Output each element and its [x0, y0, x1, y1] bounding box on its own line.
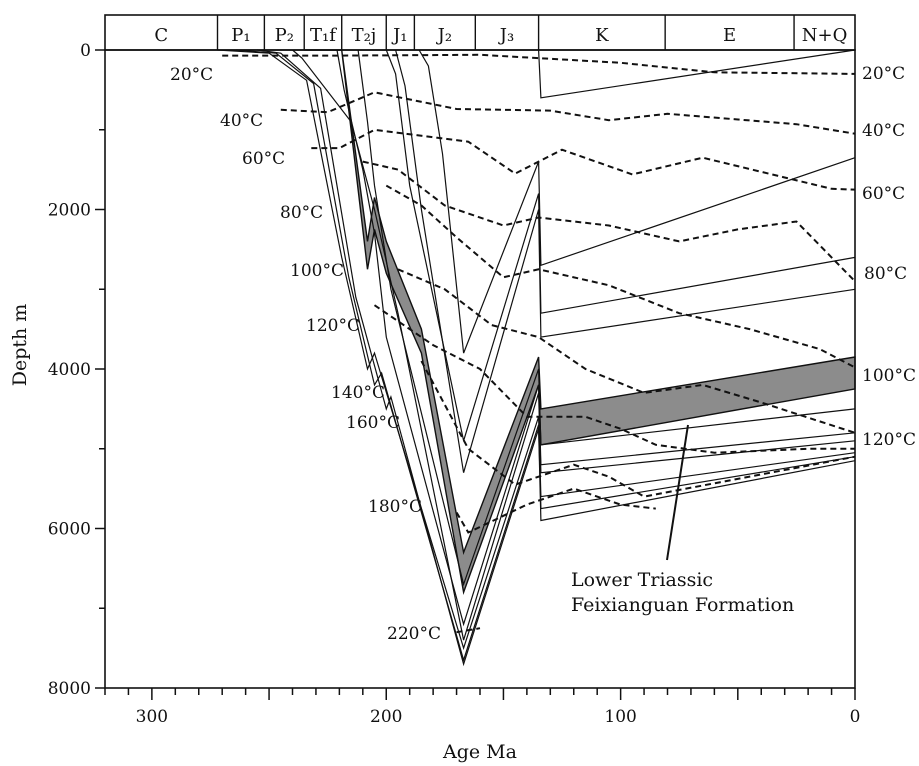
burial-curve — [217, 49, 856, 651]
isotherm-line — [373, 304, 855, 454]
isotherm-label: 180°C — [368, 497, 422, 517]
x-tick-label: 300 — [136, 707, 168, 727]
isotherm-label: 140°C — [331, 383, 385, 403]
isotherm-line — [311, 128, 856, 191]
period-label: T₂j — [352, 25, 377, 46]
period-label: C — [154, 25, 168, 46]
isotherm-line — [455, 487, 656, 534]
x-tick-label: 200 — [370, 707, 402, 727]
period-label: K — [595, 25, 609, 46]
x-tick-label: 0 — [850, 707, 861, 727]
stratigraphic-period-bar: C P₁ P₂ T₁f T₂j J₁ J₂ J₃ K E N+Q — [104, 14, 856, 51]
burial-curve — [538, 49, 856, 99]
isotherm-label: 120°C — [862, 430, 916, 450]
isotherm-label: 20°C — [170, 65, 213, 85]
annotation-text-line2: Feixianguan Formation — [571, 594, 794, 616]
isotherm-labels: 20°C 20°C 40°C 40°C 60°C 60°C 80°C 80°C 100°C 100… — [170, 64, 916, 644]
isotherm-line — [385, 184, 856, 369]
isotherm-label: 40°C — [220, 111, 263, 131]
burial-curve — [257, 49, 856, 667]
annotation-leader-line — [666, 424, 689, 561]
y-tick-label: 6000 — [48, 520, 91, 540]
period-label: N+Q — [802, 25, 848, 46]
isotherm-label: 100°C — [290, 261, 344, 281]
isotherm-label: 60°C — [242, 149, 285, 169]
burial-curve — [292, 49, 856, 641]
burial-curve — [418, 49, 856, 354]
y-tick-label: 2000 — [48, 201, 91, 221]
formation-annotation: Lower Triassic Feixianguan Formation — [571, 424, 794, 616]
y-axis-title: Depth m — [9, 304, 31, 387]
period-label: T₁f — [310, 25, 337, 46]
isotherm-label: 220°C — [387, 624, 441, 644]
isotherm-label: 40°C — [862, 121, 905, 141]
isotherm-label: 120°C — [306, 316, 360, 336]
burial-curves — [217, 49, 856, 667]
x-axis: 300 200 100 0 — [104, 688, 861, 727]
isotherm-label: 80°C — [280, 203, 323, 223]
period-bar-frame — [104, 14, 856, 51]
y-axis: 0 2000 4000 6000 8000 — [48, 41, 105, 699]
period-label: E — [723, 25, 736, 46]
period-label: J₃ — [498, 25, 514, 46]
isotherm-label: 60°C — [862, 184, 905, 204]
isotherm-label: 20°C — [862, 64, 905, 84]
x-axis-title: Age Ma — [442, 741, 517, 763]
period-label: P₁ — [231, 25, 250, 46]
isotherm-line — [280, 91, 856, 135]
y-tick-label: 8000 — [48, 679, 91, 699]
isotherm-line — [397, 268, 856, 434]
annotation-text-line1: Lower Triassic — [571, 569, 713, 591]
isotherm-label: 100°C — [862, 366, 916, 386]
period-label: P₂ — [275, 25, 294, 46]
y-tick-label: 0 — [80, 41, 91, 61]
burial-curve — [357, 49, 856, 587]
period-label: J₁ — [391, 25, 407, 46]
isotherm-curves — [222, 53, 856, 634]
isotherm-label: 160°C — [346, 413, 400, 433]
isotherm-line — [420, 360, 856, 498]
period-label: J₂ — [436, 25, 452, 46]
burial-curve — [395, 49, 856, 473]
isotherm-line — [456, 627, 481, 634]
y-tick-label: 4000 — [48, 360, 91, 380]
isotherm-label: 80°C — [864, 264, 907, 284]
x-tick-label: 100 — [604, 707, 636, 727]
isotherm-line — [362, 160, 856, 282]
